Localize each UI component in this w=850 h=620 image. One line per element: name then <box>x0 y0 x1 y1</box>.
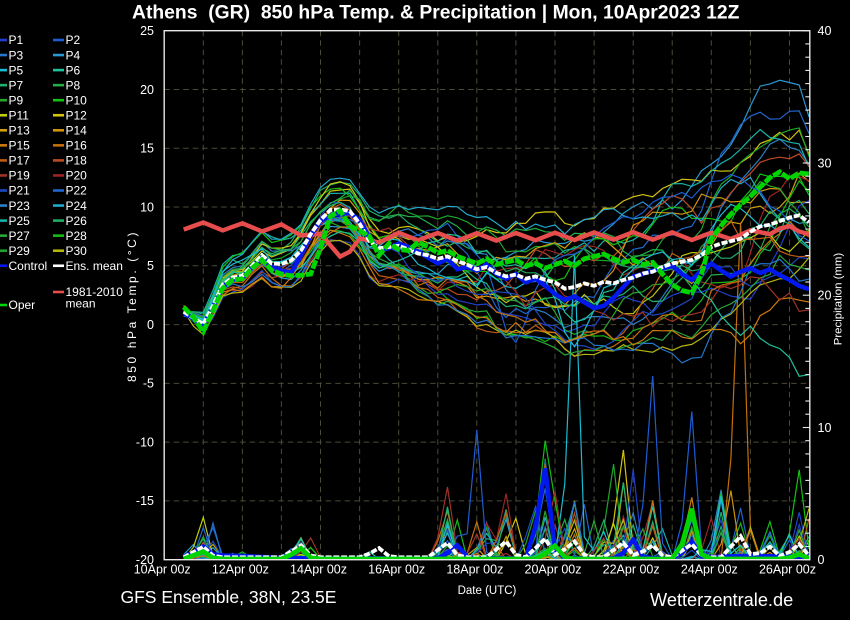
svg-text:Ens. mean: Ens. mean <box>66 259 123 273</box>
svg-text:5: 5 <box>147 259 154 273</box>
svg-text:P16: P16 <box>66 139 88 153</box>
svg-text:P19: P19 <box>9 169 31 183</box>
svg-text:Oper: Oper <box>9 298 36 312</box>
svg-text:20: 20 <box>140 83 154 97</box>
svg-text:16Apr 00z: 16Apr 00z <box>368 563 425 577</box>
svg-text:Precipitation (mm): Precipitation (mm) <box>833 253 845 346</box>
svg-text:12Apr 00z: 12Apr 00z <box>212 563 269 577</box>
svg-text:P6: P6 <box>66 63 81 77</box>
svg-text:P2: P2 <box>66 33 81 47</box>
svg-text:24Apr 00z: 24Apr 00z <box>681 563 738 577</box>
svg-text:P30: P30 <box>66 244 88 258</box>
svg-text:P4: P4 <box>66 48 81 62</box>
svg-text:18Apr 00z: 18Apr 00z <box>446 563 503 577</box>
svg-text:P27: P27 <box>9 229 31 243</box>
svg-text:25: 25 <box>140 24 154 38</box>
svg-text:P18: P18 <box>66 154 88 168</box>
svg-text:850 hPa Temp. (°C): 850 hPa Temp. (°C) <box>125 230 139 382</box>
svg-text:Control: Control <box>9 259 48 273</box>
svg-text:-20: -20 <box>136 553 154 567</box>
svg-text:P13: P13 <box>9 124 31 138</box>
svg-text:P11: P11 <box>9 108 30 122</box>
svg-text:10: 10 <box>818 421 832 435</box>
svg-text:0: 0 <box>818 553 825 567</box>
svg-text:P25: P25 <box>9 214 31 228</box>
svg-text:Wetterzentrale.de: Wetterzentrale.de <box>650 590 793 610</box>
svg-text:14Apr 00z: 14Apr 00z <box>290 563 347 577</box>
svg-text:10: 10 <box>140 200 154 214</box>
svg-text:P22: P22 <box>66 184 88 198</box>
svg-text:10Apr 00z: 10Apr 00z <box>134 563 191 577</box>
svg-text:P5: P5 <box>9 63 24 77</box>
svg-text:-15: -15 <box>136 494 154 508</box>
svg-text:P12: P12 <box>66 108 88 122</box>
svg-text:P21: P21 <box>9 184 31 198</box>
svg-text:15: 15 <box>140 142 154 156</box>
svg-text:P24: P24 <box>66 199 88 213</box>
svg-text:P15: P15 <box>9 139 31 153</box>
svg-text:30: 30 <box>818 156 832 170</box>
svg-text:mean: mean <box>66 297 96 311</box>
svg-text:26Apr 00z: 26Apr 00z <box>759 563 816 577</box>
svg-text:Athens (GR) 850 hPa Temp. &: Athens (GR) 850 hPa Temp. & Precipitatio… <box>132 3 740 24</box>
svg-text:0: 0 <box>147 318 154 332</box>
svg-text:P28: P28 <box>66 229 88 243</box>
svg-text:GFS Ensemble, 38N, 23.5E: GFS Ensemble, 38N, 23.5E <box>121 587 337 607</box>
svg-text:P1: P1 <box>9 33 24 47</box>
svg-text:P23: P23 <box>9 199 31 213</box>
svg-text:P29: P29 <box>9 244 31 258</box>
svg-text:P7: P7 <box>9 78 24 92</box>
svg-text:P3: P3 <box>9 48 24 62</box>
svg-text:40: 40 <box>818 24 832 38</box>
svg-text:1981-2010: 1981-2010 <box>66 285 124 299</box>
svg-text:P9: P9 <box>9 93 24 107</box>
svg-text:Date (UTC): Date (UTC) <box>458 585 517 597</box>
svg-text:P17: P17 <box>9 154 31 168</box>
svg-text:P20: P20 <box>66 169 88 183</box>
svg-text:20: 20 <box>818 289 832 303</box>
svg-text:P14: P14 <box>66 124 88 138</box>
svg-text:-5: -5 <box>143 377 154 391</box>
svg-text:P26: P26 <box>66 214 88 228</box>
svg-text:-10: -10 <box>136 435 154 449</box>
svg-text:P8: P8 <box>66 78 81 92</box>
svg-text:22Apr 00z: 22Apr 00z <box>603 563 660 577</box>
svg-text:20Apr 00z: 20Apr 00z <box>525 563 582 577</box>
svg-text:P10: P10 <box>66 93 88 107</box>
